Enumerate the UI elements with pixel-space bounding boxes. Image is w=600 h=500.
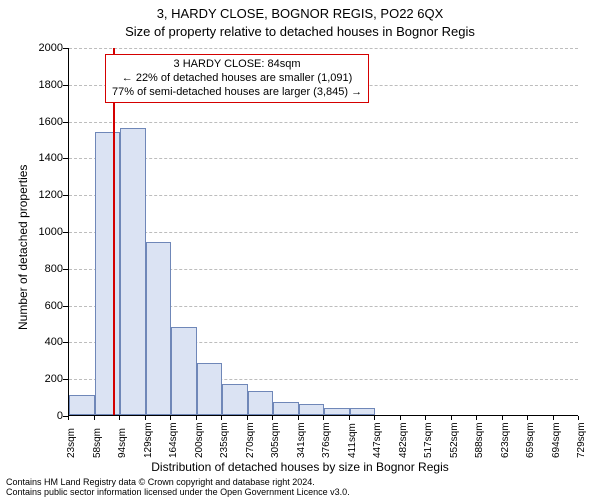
x-tick-mark [527,416,528,420]
gridline [69,122,578,123]
x-tick-mark [451,416,452,420]
x-tick-label: 729sqm [576,422,587,458]
y-tick-mark [63,85,68,86]
histogram-bar [299,404,325,415]
chart-title-sub: Size of property relative to detached ho… [0,24,600,39]
x-tick-label: 58sqm [92,428,103,458]
x-tick-label: 517sqm [423,422,434,458]
x-tick-label: 129sqm [143,422,154,458]
y-tick-mark [63,269,68,270]
x-tick-mark [553,416,554,420]
y-tick-mark [63,306,68,307]
annotation-line1: 3 HARDY CLOSE: 84sqm [112,58,362,72]
x-tick-label: 164sqm [168,422,179,458]
x-tick-mark [196,416,197,420]
y-tick-mark [63,122,68,123]
annotation-line3: 77% of semi-detached houses are larger (… [112,86,362,100]
x-tick-label: 94sqm [117,428,128,458]
histogram-bar [273,402,299,415]
histogram-bar [350,408,376,415]
x-tick-label: 341sqm [296,422,307,458]
y-tick-label: 400 [45,336,63,348]
y-tick-mark [63,342,68,343]
y-axis-ticks: 0200400600800100012001400160018002000 [0,48,63,416]
x-tick-label: 235sqm [219,422,230,458]
x-tick-mark [272,416,273,420]
footer-line1: Contains HM Land Registry data © Crown c… [6,477,315,487]
x-tick-mark [400,416,401,420]
x-tick-mark [502,416,503,420]
x-tick-label: 447sqm [372,422,383,458]
x-tick-label: 270sqm [245,422,256,458]
y-tick-label: 2000 [39,42,63,54]
y-tick-mark [63,195,68,196]
y-tick-label: 800 [45,263,63,275]
y-tick-mark [63,379,68,380]
annotation-line2: ← 22% of detached houses are smaller (1,… [112,72,362,86]
x-tick-mark [170,416,171,420]
y-tick-label: 1400 [39,152,63,164]
y-tick-mark [63,48,68,49]
histogram-bar [69,395,95,415]
chart-title-main: 3, HARDY CLOSE, BOGNOR REGIS, PO22 6QX [0,6,600,21]
x-tick-label: 623sqm [500,422,511,458]
gridline [69,48,578,49]
footer-line2: Contains public sector information licen… [6,487,350,497]
footer-credits: Contains HM Land Registry data © Crown c… [6,478,350,498]
chart-container: 3, HARDY CLOSE, BOGNOR REGIS, PO22 6QX S… [0,0,600,500]
x-tick-label: 694sqm [551,422,562,458]
x-tick-mark [298,416,299,420]
x-tick-mark [247,416,248,420]
x-tick-mark [68,416,69,420]
y-tick-mark [63,158,68,159]
histogram-bar [171,327,197,415]
x-tick-mark [145,416,146,420]
y-tick-mark [63,232,68,233]
plot-area: 3 HARDY CLOSE: 84sqm← 22% of detached ho… [68,48,578,416]
histogram-bar [248,391,274,415]
y-tick-label: 600 [45,300,63,312]
x-tick-label: 588sqm [474,422,485,458]
x-tick-label: 482sqm [398,422,409,458]
y-tick-label: 1800 [39,79,63,91]
annotation-box: 3 HARDY CLOSE: 84sqm← 22% of detached ho… [105,54,369,103]
y-tick-label: 1000 [39,226,63,238]
histogram-bar [95,132,121,415]
x-tick-mark [323,416,324,420]
x-tick-mark [578,416,579,420]
y-tick-label: 1200 [39,189,63,201]
x-tick-label: 411sqm [347,423,358,458]
y-tick-label: 200 [45,373,63,385]
x-tick-label: 23sqm [66,428,77,458]
histogram-bar [197,363,223,415]
x-tick-mark [425,416,426,420]
histogram-bar [120,128,146,415]
x-tick-label: 305sqm [270,422,281,458]
x-tick-label: 200sqm [194,422,205,458]
histogram-bar [222,384,248,415]
x-tick-mark [349,416,350,420]
histogram-bar [324,408,350,415]
x-tick-mark [94,416,95,420]
x-tick-label: 659sqm [525,422,536,458]
x-tick-label: 376sqm [321,422,332,458]
x-tick-mark [374,416,375,420]
x-axis-label: Distribution of detached houses by size … [0,460,600,474]
y-tick-label: 1600 [39,116,63,128]
x-axis-ticks: 23sqm 58sqm 94sqm 129sqm 164sqm 200sqm 235sqm 2… [68,416,578,460]
x-tick-mark [221,416,222,420]
histogram-bar [146,242,172,415]
x-tick-label: 552sqm [449,422,460,458]
x-tick-mark [119,416,120,420]
x-tick-mark [476,416,477,420]
